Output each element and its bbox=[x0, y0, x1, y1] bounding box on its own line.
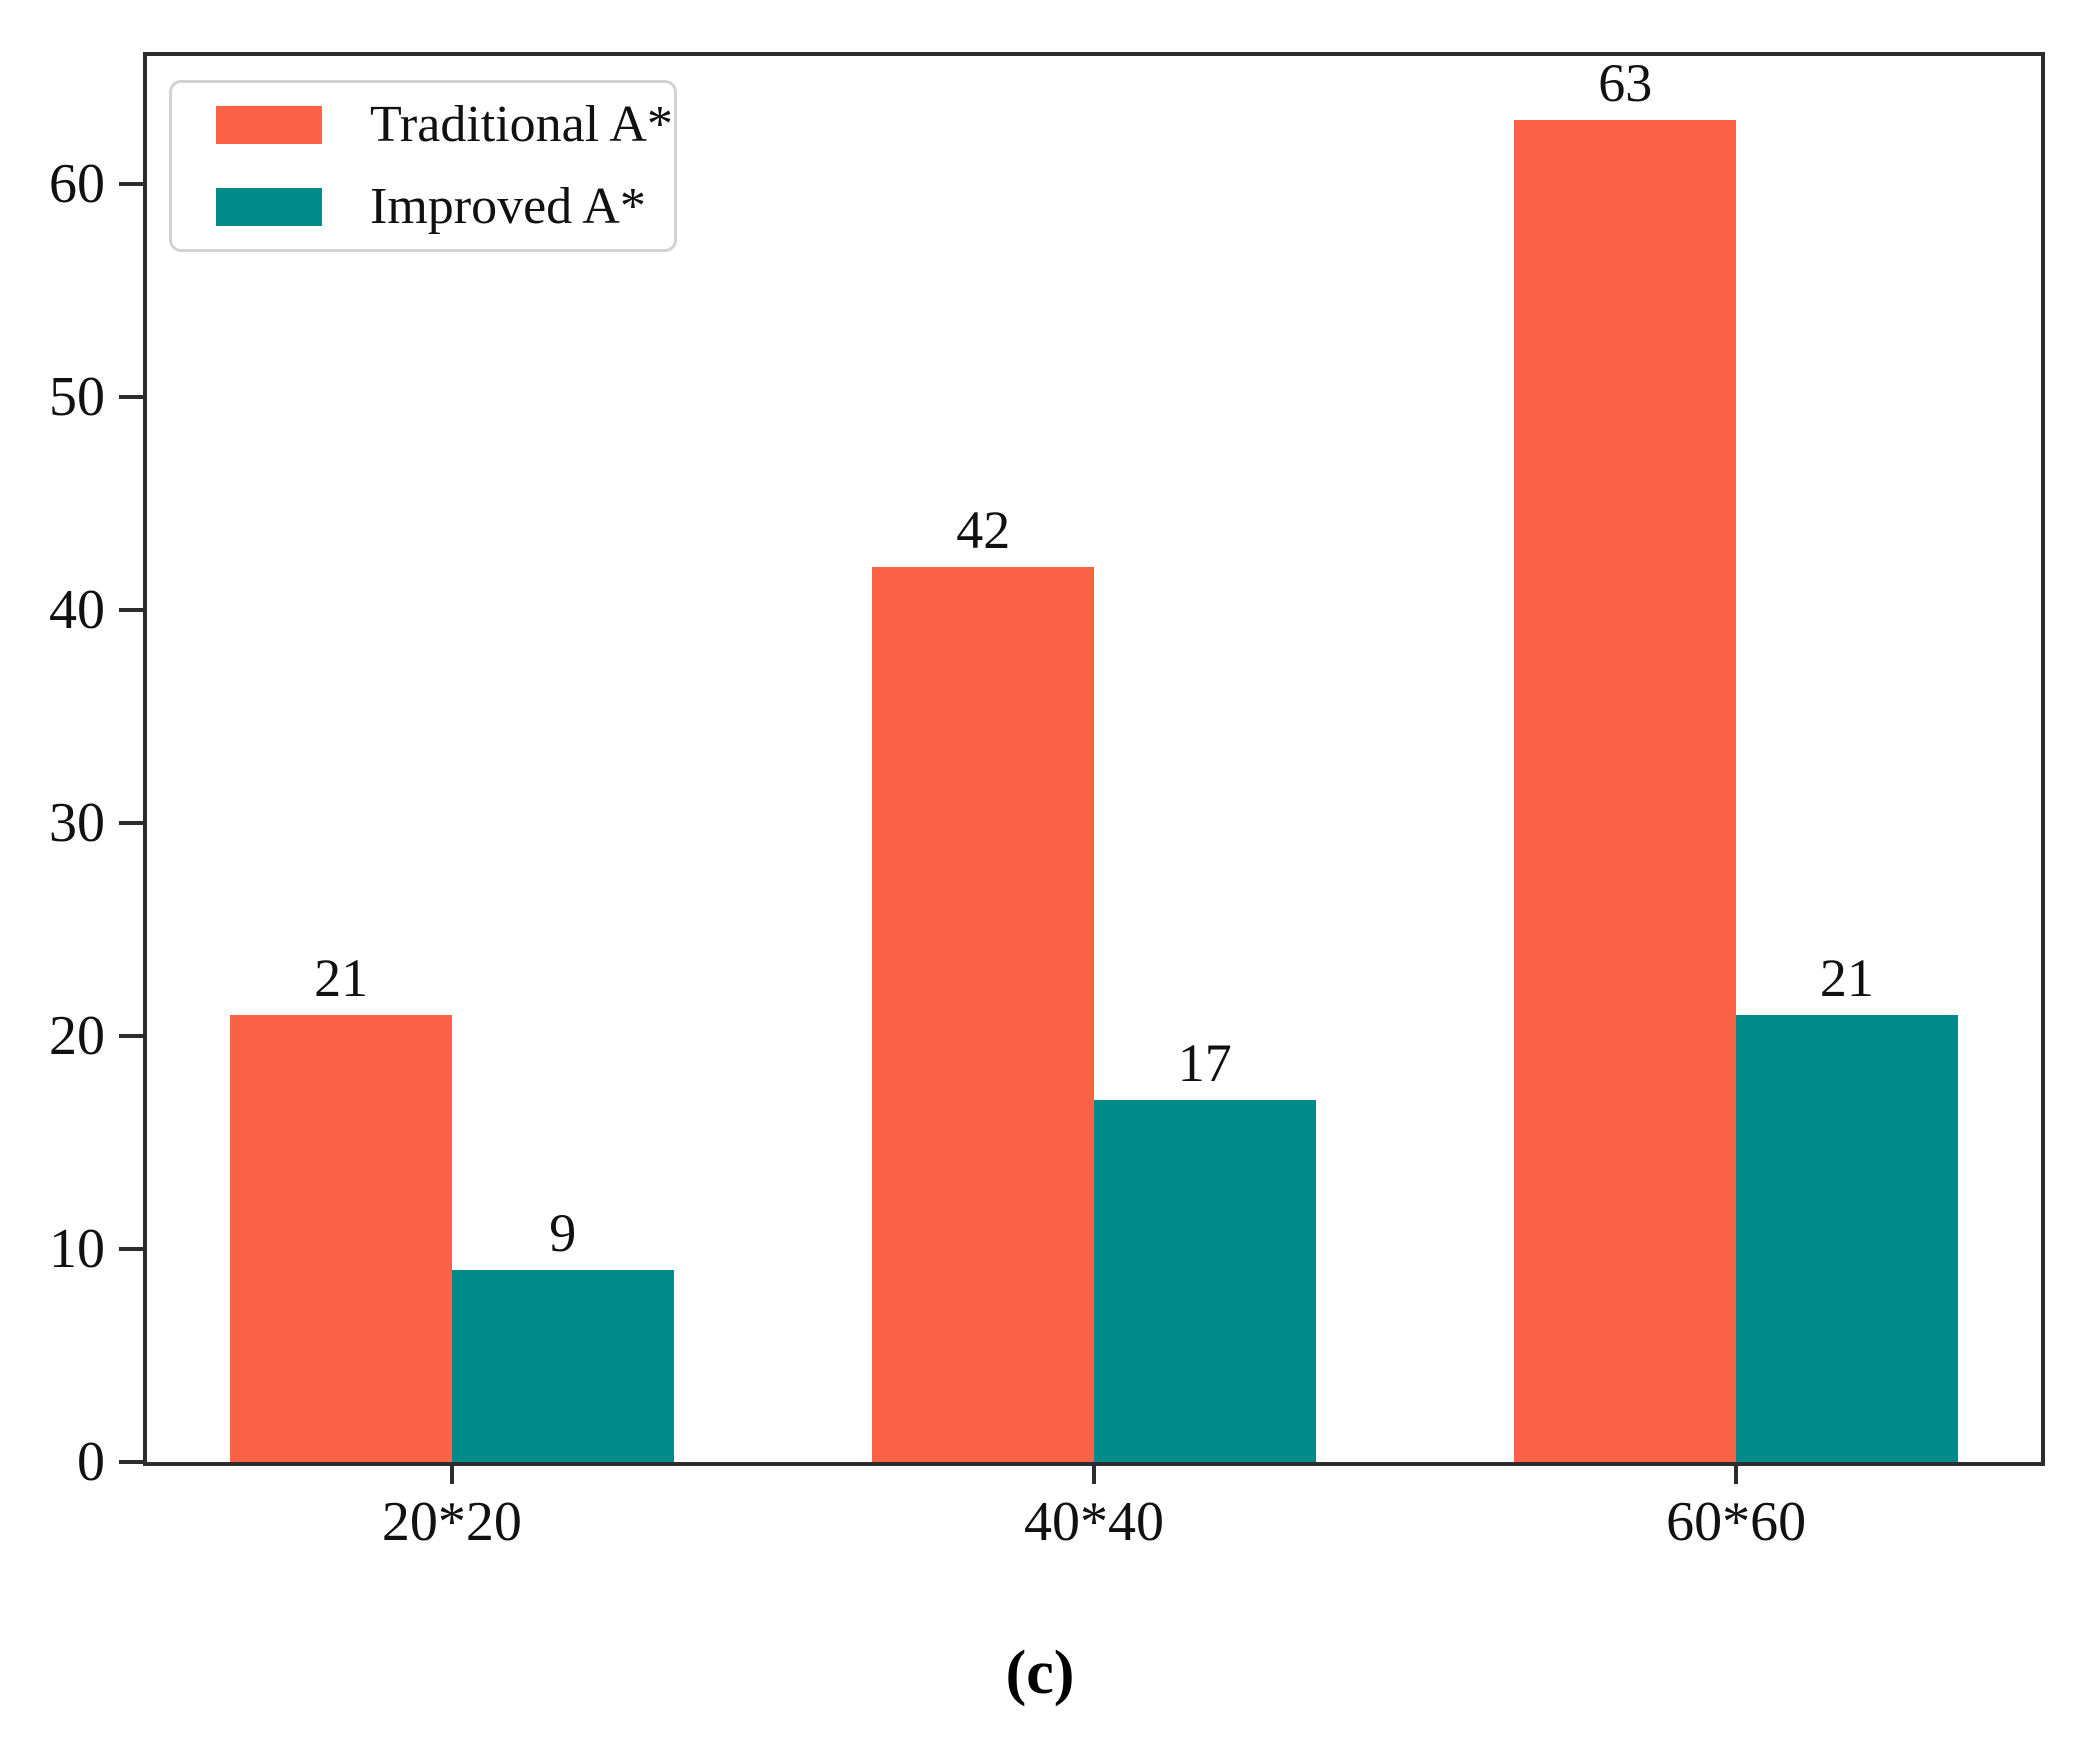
bar-improved-a--20*20 bbox=[451, 1270, 674, 1462]
y-axis-tick-60 bbox=[119, 181, 147, 186]
legend-label-traditional: Traditional A* bbox=[370, 96, 673, 153]
legend-swatch-traditional bbox=[216, 106, 322, 144]
x-axis-tick-2 bbox=[1734, 1462, 1739, 1484]
bar-improved-a--60*60 bbox=[1736, 1014, 1958, 1462]
bar-improved-a--40*40 bbox=[1094, 1099, 1316, 1462]
bar-value-label-21: 21 bbox=[314, 947, 369, 1008]
bar-value-label-17: 17 bbox=[1177, 1032, 1232, 1093]
x-axis-category-label-2: 60*60 bbox=[1666, 1491, 1807, 1553]
bar-value-label-42: 42 bbox=[956, 500, 1011, 561]
bar-traditional-a--40*40 bbox=[872, 567, 1094, 1462]
legend: Traditional A* Improved A* bbox=[169, 80, 677, 252]
y-axis-tick-label-30: 30 bbox=[49, 791, 105, 854]
y-axis-tick-50 bbox=[119, 394, 147, 399]
legend-item-improved: Improved A* bbox=[216, 181, 674, 233]
x-axis-category-label-0: 20*20 bbox=[381, 1491, 522, 1553]
legend-label-improved: Improved A* bbox=[370, 178, 646, 235]
y-axis-tick-label-40: 40 bbox=[49, 578, 105, 641]
y-axis-tick-0 bbox=[119, 1460, 147, 1464]
bar-value-label-9: 9 bbox=[549, 1203, 577, 1264]
bar-traditional-a--60*60 bbox=[1514, 119, 1737, 1462]
x-axis-category-label-1: 40*40 bbox=[1024, 1491, 1164, 1553]
plot-area: Traditional A* Improved A* 0 10 20 30 40 50 60… bbox=[49, 52, 2045, 1550]
y-axis-tick-label-50: 50 bbox=[49, 365, 105, 428]
bar-value-label-21: 21 bbox=[1819, 947, 1874, 1008]
legend-swatch-improved bbox=[216, 188, 322, 226]
y-axis-tick-label-60: 60 bbox=[49, 152, 105, 215]
y-axis-tick-label-10: 10 bbox=[49, 1217, 105, 1280]
y-axis-tick-30 bbox=[119, 820, 147, 825]
y-axis-tick-label-0: 0 bbox=[77, 1431, 105, 1493]
legend-item-traditional: Traditional A* bbox=[216, 99, 674, 151]
figure-caption: (c) bbox=[1005, 1639, 1075, 1707]
bar-value-label-63: 63 bbox=[1598, 52, 1653, 113]
y-axis-tick-20 bbox=[119, 1033, 147, 1038]
bar-traditional-a--20*20 bbox=[230, 1014, 452, 1462]
x-axis-tick-1 bbox=[1092, 1462, 1096, 1484]
y-axis-tick-label-20: 20 bbox=[49, 1004, 105, 1067]
x-axis-tick-0 bbox=[449, 1462, 454, 1484]
y-axis-tick-40 bbox=[119, 607, 147, 612]
y-axis-tick-10 bbox=[119, 1246, 147, 1251]
